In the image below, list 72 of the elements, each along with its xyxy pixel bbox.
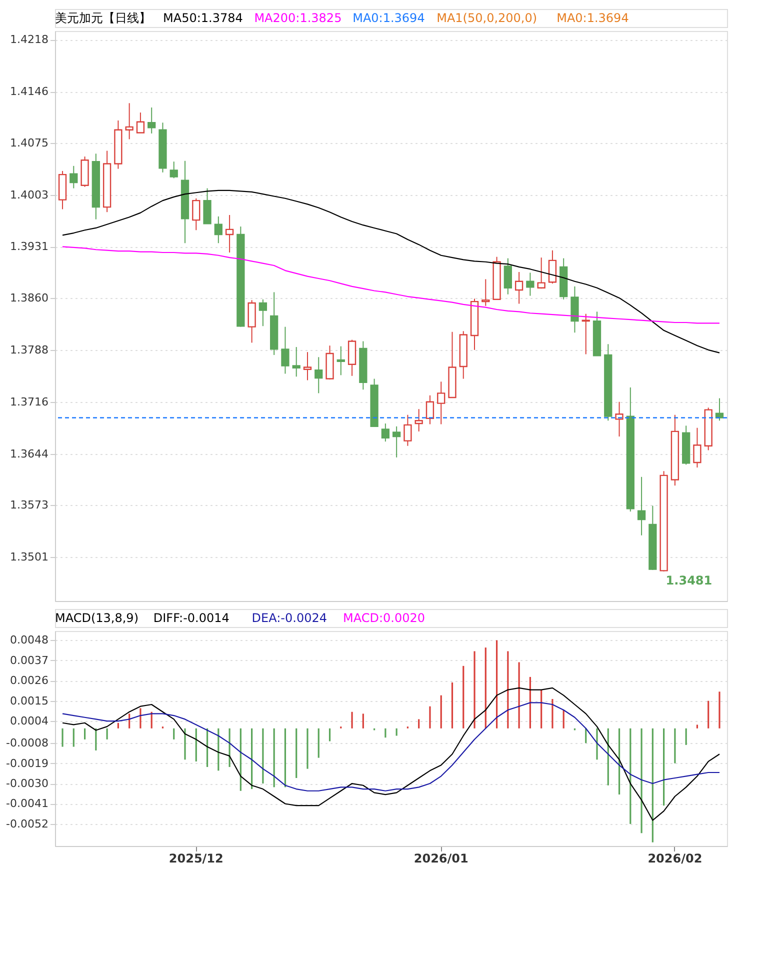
candlestick: [693, 427, 702, 468]
candlestick: [582, 313, 590, 355]
candlestick: [203, 188, 212, 224]
candlestick: [381, 423, 390, 442]
candlestick: [70, 165, 78, 189]
line-series: [62, 702, 720, 792]
candlestick: [548, 250, 557, 284]
candlestick: [514, 271, 524, 304]
candlestick: [414, 408, 423, 432]
line-series: [62, 190, 720, 354]
y-tick-label: 1.4146: [10, 85, 48, 98]
y-tick-label: -0.0019: [6, 756, 48, 770]
text: MA50:1.3784: [163, 11, 243, 25]
text: MACD:0.0020: [343, 611, 426, 625]
text: MA0:1.3694: [556, 11, 629, 25]
candlestick: [426, 394, 434, 425]
text: MA200:1.3825: [254, 11, 342, 25]
y-tick-label: 1.3644: [10, 447, 48, 460]
candlestick: [192, 198, 200, 231]
candlestick: [214, 216, 222, 244]
candlestick: [136, 112, 145, 134]
candlestick: [526, 272, 534, 296]
candlestick: [348, 339, 356, 376]
candlestick: [292, 346, 300, 378]
y-tick-label: 1.3716: [10, 395, 48, 408]
y-tick-label: -0.0008: [6, 736, 48, 750]
line-series: [62, 687, 720, 821]
y-tick-label: -0.0041: [6, 797, 48, 810]
candlestick: [392, 426, 401, 458]
candlestick: [504, 258, 512, 295]
y-tick-label: 0.0037: [10, 654, 48, 667]
candlestick: [281, 326, 290, 374]
candlestick: [148, 106, 156, 134]
y-tick-label: 1.3931: [10, 240, 48, 254]
text: MA1(50,0,200,0): [436, 11, 538, 25]
candlestick: [258, 298, 268, 327]
candlestick: [537, 257, 546, 290]
candlestick: [404, 414, 412, 446]
candlestick: [314, 356, 323, 394]
y-tick-label: 1.3573: [10, 498, 48, 512]
candlestick: [637, 476, 646, 536]
y-tick-label: 0.0048: [10, 634, 48, 647]
y-tick-label: 1.4075: [10, 136, 48, 150]
candlestick: [437, 381, 446, 425]
candlestick: [303, 352, 312, 381]
candlestick: [225, 214, 234, 254]
candlestick: [482, 278, 490, 306]
text: DEA:-0.0024: [252, 611, 327, 625]
x-tick-label: 2025/12: [168, 852, 224, 866]
chart-title: 美元加元【日线】: [55, 11, 151, 25]
x-tick-label: 2026/01: [414, 852, 468, 866]
y-tick-label: 0.0004: [10, 714, 48, 728]
y-tick-label: 1.4218: [10, 33, 48, 46]
y-tick-label: 1.3860: [10, 291, 48, 304]
candlestick: [125, 102, 134, 140]
annotation: 1.3481: [666, 573, 712, 588]
line-series: [62, 246, 720, 324]
ref-line-label: MA0:1.3694: [352, 11, 425, 25]
chart-title: MACD(13,8,9): [55, 611, 139, 625]
y-tick-label: 1.3501: [10, 550, 48, 564]
candlestick: [248, 300, 256, 344]
y-tick-label: -0.0030: [6, 777, 48, 790]
text: DIFF:-0.0014: [153, 611, 230, 625]
y-tick-label: 0.0026: [10, 674, 48, 688]
y-tick-label: 1.4003: [10, 188, 48, 202]
x-tick-label: 2026/02: [648, 852, 702, 866]
candlestick: [170, 161, 178, 179]
y-tick-label: 0.0015: [10, 694, 48, 708]
y-tick-label: -0.0052: [6, 817, 48, 830]
y-tick-label: 1.3788: [10, 343, 48, 356]
candlestick: [336, 346, 345, 376]
candlestick: [570, 286, 579, 334]
